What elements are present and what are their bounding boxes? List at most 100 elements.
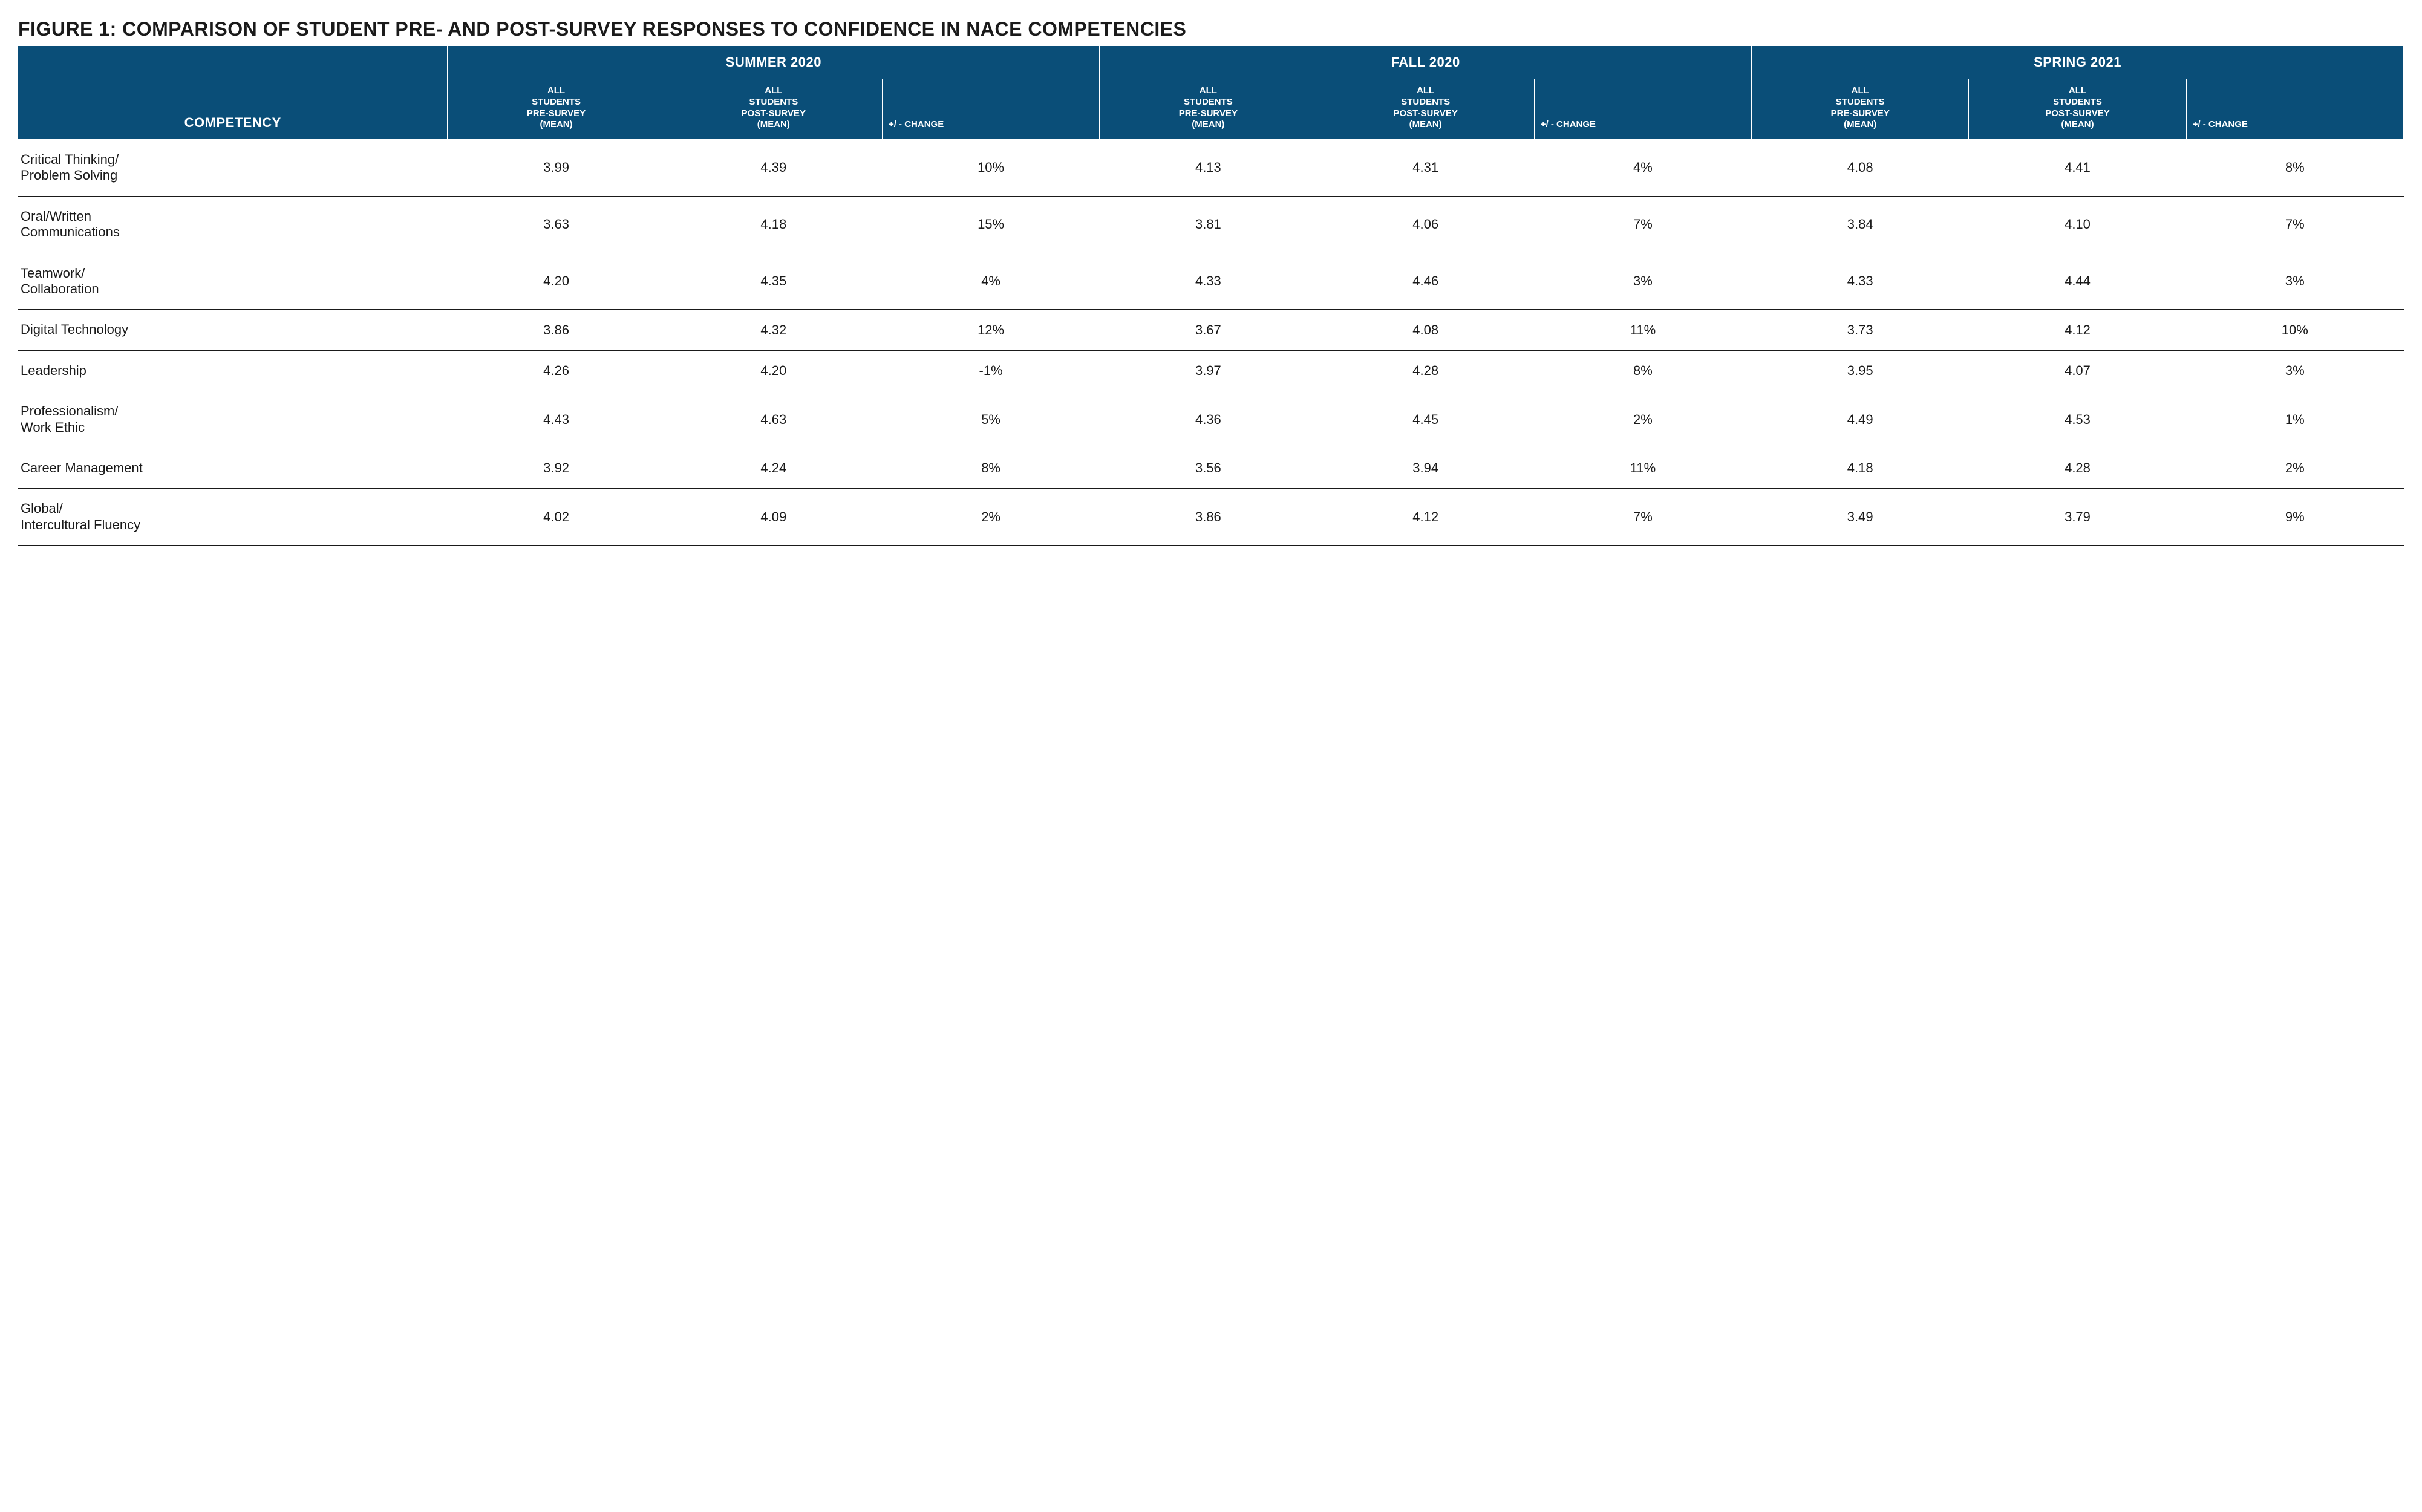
cell-fall-post: 4.08 (1317, 310, 1534, 350)
table-row: Career Management3.924.248%3.563.9411%4.… (18, 448, 2404, 488)
competency-name: Career Management (18, 448, 448, 488)
cell-fall-post: 4.45 (1317, 391, 1534, 448)
cell-spring-chg: 3% (2186, 350, 2403, 391)
cell-fall-chg: 11% (1534, 448, 1751, 488)
cell-fall-chg: 2% (1534, 391, 1751, 448)
table-row: Leadership4.264.20-1%3.974.288%3.954.073… (18, 350, 2404, 391)
subhead-post: ALLSTUDENTSPOST-SURVEY(MEAN) (1969, 79, 2186, 140)
cell-spring-chg: 3% (2186, 253, 2403, 310)
col-header-competency: COMPETENCY (18, 46, 448, 140)
cell-spring-post: 4.12 (1969, 310, 2186, 350)
cell-spring-pre: 3.49 (1752, 489, 1969, 546)
cell-summer-post: 4.35 (665, 253, 882, 310)
cell-spring-chg: 2% (2186, 448, 2403, 488)
cell-summer-pre: 4.02 (448, 489, 665, 546)
competency-name: Digital Technology (18, 310, 448, 350)
cell-spring-pre: 4.18 (1752, 448, 1969, 488)
subhead-pre: ALLSTUDENTSPRE-SURVEY(MEAN) (1752, 79, 1969, 140)
competency-name: Oral/WrittenCommunications (18, 196, 448, 253)
cell-fall-pre: 4.13 (1100, 140, 1317, 197)
cell-summer-post: 4.09 (665, 489, 882, 546)
cell-spring-post: 4.28 (1969, 448, 2186, 488)
cell-summer-post: 4.39 (665, 140, 882, 197)
cell-summer-pre: 3.92 (448, 448, 665, 488)
cell-fall-pre: 3.81 (1100, 196, 1317, 253)
cell-spring-chg: 7% (2186, 196, 2403, 253)
cell-summer-pre: 4.20 (448, 253, 665, 310)
col-header-fall: FALL 2020 (1100, 46, 1752, 79)
cell-summer-pre: 3.99 (448, 140, 665, 197)
cell-fall-pre: 3.97 (1100, 350, 1317, 391)
competency-name: Critical Thinking/Problem Solving (18, 140, 448, 197)
competency-name: Teamwork/Collaboration (18, 253, 448, 310)
table-row: Teamwork/Collaboration4.204.354%4.334.46… (18, 253, 2404, 310)
cell-fall-chg: 4% (1534, 140, 1751, 197)
cell-summer-post: 4.20 (665, 350, 882, 391)
cell-fall-chg: 7% (1534, 196, 1751, 253)
cell-fall-post: 3.94 (1317, 448, 1534, 488)
competency-name: Leadership (18, 350, 448, 391)
subhead-change: +/ - CHANGE (2186, 79, 2403, 140)
subhead-change: +/ - CHANGE (882, 79, 1099, 140)
subhead-change: +/ - CHANGE (1534, 79, 1751, 140)
cell-spring-pre: 3.84 (1752, 196, 1969, 253)
cell-summer-pre: 3.63 (448, 196, 665, 253)
table-row: Professionalism/Work Ethic4.434.635%4.36… (18, 391, 2404, 448)
cell-spring-post: 4.41 (1969, 140, 2186, 197)
table-row: Critical Thinking/Problem Solving3.994.3… (18, 140, 2404, 197)
cell-spring-chg: 8% (2186, 140, 2403, 197)
subhead-post: ALLSTUDENTSPOST-SURVEY(MEAN) (665, 79, 882, 140)
subhead-post: ALLSTUDENTSPOST-SURVEY(MEAN) (1317, 79, 1534, 140)
cell-spring-chg: 10% (2186, 310, 2403, 350)
competency-name: Professionalism/Work Ethic (18, 391, 448, 448)
figure-title: FIGURE 1: COMPARISON OF STUDENT PRE- AND… (18, 18, 2404, 41)
cell-summer-pre: 4.26 (448, 350, 665, 391)
cell-summer-chg: 12% (882, 310, 1099, 350)
cell-summer-post: 4.63 (665, 391, 882, 448)
competency-table: COMPETENCY SUMMER 2020 FALL 2020 SPRING … (18, 45, 2404, 546)
cell-spring-pre: 4.33 (1752, 253, 1969, 310)
cell-spring-post: 4.53 (1969, 391, 2186, 448)
cell-fall-pre: 3.86 (1100, 489, 1317, 546)
col-header-summer: SUMMER 2020 (448, 46, 1100, 79)
col-header-spring: SPRING 2021 (1752, 46, 2404, 79)
cell-fall-post: 4.46 (1317, 253, 1534, 310)
cell-fall-chg: 11% (1534, 310, 1751, 350)
cell-fall-chg: 7% (1534, 489, 1751, 546)
cell-fall-post: 4.31 (1317, 140, 1534, 197)
table-row: Global/Intercultural Fluency4.024.092%3.… (18, 489, 2404, 546)
cell-summer-post: 4.24 (665, 448, 882, 488)
cell-spring-post: 4.10 (1969, 196, 2186, 253)
cell-summer-chg: 15% (882, 196, 1099, 253)
cell-summer-post: 4.18 (665, 196, 882, 253)
subhead-pre: ALLSTUDENTSPRE-SURVEY(MEAN) (1100, 79, 1317, 140)
subhead-pre: ALLSTUDENTSPRE-SURVEY(MEAN) (448, 79, 665, 140)
cell-spring-post: 3.79 (1969, 489, 2186, 546)
table-row: Digital Technology3.864.3212%3.674.0811%… (18, 310, 2404, 350)
table-row: Oral/WrittenCommunications3.634.1815%3.8… (18, 196, 2404, 253)
competency-name: Global/Intercultural Fluency (18, 489, 448, 546)
cell-spring-pre: 4.49 (1752, 391, 1969, 448)
cell-spring-pre: 3.73 (1752, 310, 1969, 350)
cell-fall-chg: 8% (1534, 350, 1751, 391)
cell-summer-chg: 10% (882, 140, 1099, 197)
cell-summer-chg: 8% (882, 448, 1099, 488)
cell-fall-pre: 4.33 (1100, 253, 1317, 310)
cell-fall-post: 4.28 (1317, 350, 1534, 391)
cell-spring-pre: 3.95 (1752, 350, 1969, 391)
cell-fall-post: 4.12 (1317, 489, 1534, 546)
cell-summer-chg: 5% (882, 391, 1099, 448)
cell-fall-pre: 3.67 (1100, 310, 1317, 350)
cell-spring-pre: 4.08 (1752, 140, 1969, 197)
cell-summer-chg: 2% (882, 489, 1099, 546)
cell-summer-post: 4.32 (665, 310, 882, 350)
cell-fall-post: 4.06 (1317, 196, 1534, 253)
cell-spring-post: 4.44 (1969, 253, 2186, 310)
cell-fall-pre: 4.36 (1100, 391, 1317, 448)
cell-spring-chg: 9% (2186, 489, 2403, 546)
cell-summer-pre: 3.86 (448, 310, 665, 350)
cell-summer-chg: 4% (882, 253, 1099, 310)
cell-spring-chg: 1% (2186, 391, 2403, 448)
cell-spring-post: 4.07 (1969, 350, 2186, 391)
cell-summer-pre: 4.43 (448, 391, 665, 448)
